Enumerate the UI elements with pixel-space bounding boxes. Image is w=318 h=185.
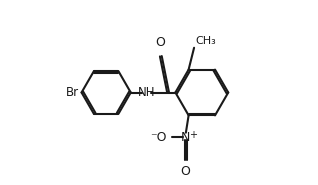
Text: O: O: [180, 165, 190, 178]
Text: O: O: [155, 36, 165, 49]
Text: CH₃: CH₃: [195, 36, 216, 46]
Text: N: N: [180, 131, 190, 144]
Text: Br: Br: [66, 86, 79, 99]
Text: ⁻O: ⁻O: [151, 131, 167, 144]
Text: +: +: [189, 130, 197, 139]
Text: NH: NH: [137, 86, 155, 99]
